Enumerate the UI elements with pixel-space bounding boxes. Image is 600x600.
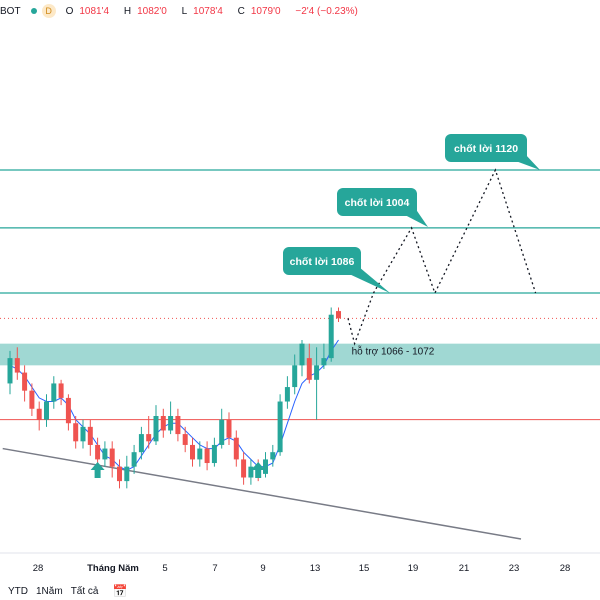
candle-body-29 <box>219 419 225 445</box>
callout-label-2: chốt lời 1086 <box>290 256 355 268</box>
symbol-label[interactable]: BOT <box>0 5 21 17</box>
ohlc-change: −2'4 (−0.23%) <box>295 5 358 17</box>
candle-body-37 <box>277 401 283 453</box>
range-selector: YTD 1Năm Tất cả 📅 <box>0 582 600 600</box>
ohlc-readout: O 1081'4 H 1082'0 L 1078'4 C 1079'0 −2'4 (−0… <box>66 6 370 17</box>
market-status-dot <box>30 8 37 14</box>
candle-body-18 <box>138 434 144 453</box>
candle-body-9 <box>73 423 79 442</box>
candle-body-30 <box>226 419 232 438</box>
candle-body-38 <box>284 387 290 402</box>
candle-body-36 <box>270 452 276 460</box>
candle-body-42 <box>314 365 320 380</box>
candle-body-26 <box>197 448 203 460</box>
range-ytd-button[interactable]: YTD <box>8 585 28 597</box>
candle-body-7 <box>58 383 64 398</box>
projection-path <box>347 168 537 346</box>
candle-body-17 <box>131 452 137 467</box>
candle-body-43 <box>321 358 327 366</box>
candle-body-21 <box>160 416 166 431</box>
x-tick-label-2: 5 <box>162 563 167 574</box>
support-zone-label: hỗ trợ 1066 - 1072 <box>352 345 435 358</box>
candle-body-22 <box>168 416 174 431</box>
x-tick-label-4: 9 <box>260 563 265 574</box>
ohlc-high: H 1082'0 <box>123 5 167 17</box>
buy-arrow-icon-0 <box>90 462 105 478</box>
candle-body-6 <box>51 383 57 402</box>
candle-body-0 <box>7 358 13 384</box>
range-all-button[interactable]: Tất cả <box>70 585 99 597</box>
x-tick-label-6: 15 <box>359 563 370 574</box>
callout-box-0 <box>445 134 527 162</box>
x-tick-label-9: 23 <box>509 563 520 574</box>
candle-body-31 <box>233 437 239 460</box>
candle-body-44 <box>328 314 334 359</box>
candle-body-25 <box>190 444 195 460</box>
candle-body-12 <box>95 444 101 460</box>
candle-body-16 <box>124 466 130 482</box>
x-tick-label-10: 28 <box>560 563 571 574</box>
x-tick-label-7: 19 <box>408 563 419 574</box>
candle-body-4 <box>36 408 42 420</box>
candle-body-10 <box>80 426 86 442</box>
x-tick-label-5: 13 <box>310 563 321 574</box>
candle-body-45 <box>336 311 341 319</box>
callout-box-1 <box>337 188 417 216</box>
trendline <box>2 447 522 540</box>
candle-body-32 <box>241 459 247 478</box>
candle-body-8 <box>65 397 71 424</box>
candle-body-3 <box>29 390 35 409</box>
ohlc-low: L 1078'4 <box>181 5 223 17</box>
callout-box-2 <box>283 247 361 275</box>
x-tick-label-8: 21 <box>459 563 470 574</box>
candle-body-13 <box>102 448 108 460</box>
range-1y-button[interactable]: 1Năm <box>36 585 63 597</box>
x-tick-label-3: 7 <box>212 563 217 574</box>
candle-body-14 <box>109 448 115 467</box>
candle-body-5 <box>44 401 49 420</box>
callout-label-0: chốt lời 1120 <box>454 143 518 155</box>
candle-body-11 <box>87 426 93 445</box>
candle-body-41 <box>306 358 312 380</box>
chart-header: BOT D O 1081'4 H 1082'0 L 1078'4 C 1079'0 −2… <box>0 3 370 19</box>
candle-body-35 <box>263 459 268 474</box>
candle-body-40 <box>299 343 305 366</box>
candle-body-27 <box>204 448 210 464</box>
candle-body-33 <box>248 466 254 478</box>
calendar-icon[interactable]: 📅 <box>112 584 128 598</box>
candle-body-19 <box>146 434 152 442</box>
candle-body-15 <box>117 466 122 482</box>
candle-body-24 <box>182 434 188 445</box>
x-tick-label-1: Tháng Năm <box>87 563 139 574</box>
ohlc-open: O 1081'4 <box>65 5 110 17</box>
buy-arrow-icon-1 <box>251 462 266 478</box>
candle-body-1 <box>14 358 20 373</box>
delay-badge[interactable]: D <box>41 4 56 18</box>
candle-body-39 <box>292 365 298 388</box>
candle-body-23 <box>175 416 181 435</box>
callout-label-1: chốt lời 1004 <box>345 197 410 209</box>
ohlc-close: C 1079'0 <box>237 5 281 17</box>
moving-average-line <box>9 339 339 471</box>
x-tick-label-0: 28 <box>33 563 44 574</box>
candle-body-2 <box>22 372 28 391</box>
candle-body-20 <box>153 416 159 442</box>
candle-body-28 <box>211 444 217 464</box>
